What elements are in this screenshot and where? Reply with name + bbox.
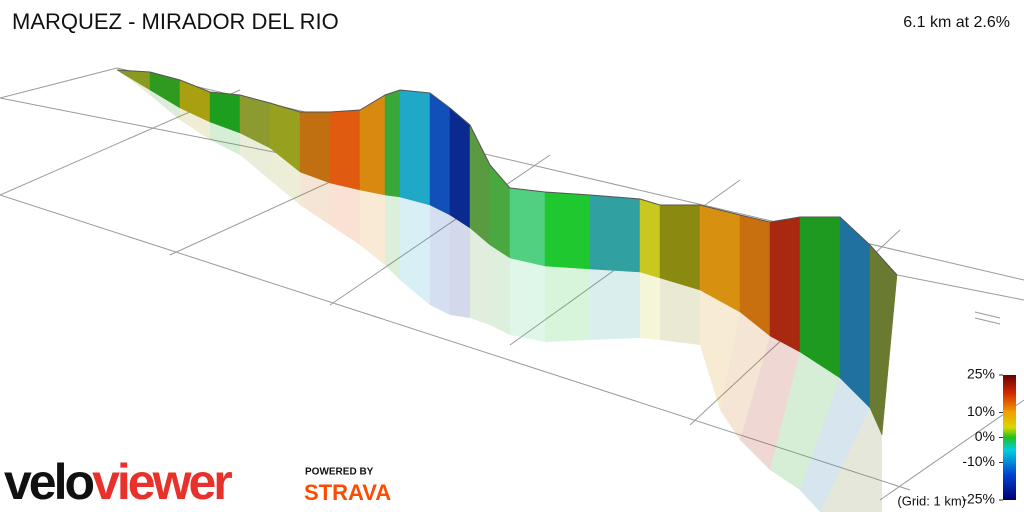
powered-by: POWERED BY — [305, 467, 374, 478]
shadow-strip — [400, 197, 430, 305]
wall-strip — [359, 94, 386, 196]
shadow-strip — [510, 258, 545, 342]
shadow-strip — [800, 378, 870, 512]
shadow-strip — [545, 266, 590, 342]
logo-velo: veloviewer — [4, 454, 232, 510]
shadow-strip — [590, 269, 640, 340]
wall-strip — [509, 187, 546, 267]
shadow-strip — [385, 195, 400, 280]
shadow-strip — [270, 148, 300, 205]
wall-strip — [659, 204, 701, 291]
wall-strip — [384, 89, 401, 198]
wall-strip — [329, 109, 361, 191]
title: MARQUEZ - MIRADOR DEL RIO — [12, 9, 339, 34]
wall-strip — [399, 89, 431, 206]
profile-shadow — [120, 72, 882, 512]
shadow-strip — [660, 278, 700, 345]
profile-wall — [116, 69, 898, 436]
shadow-strip — [240, 133, 270, 180]
logo-viewer-part: viewer — [92, 454, 232, 510]
colorbar-tick-label: -25% — [962, 491, 995, 507]
wall-strip — [544, 191, 591, 270]
brand-logo: veloviewer POWERED BY STRAVA — [4, 454, 391, 510]
grid-note: (Grid: 1 km) — [897, 493, 966, 508]
wall-strip — [869, 244, 898, 436]
shadow-strip — [120, 72, 150, 95]
shadow-strip — [770, 352, 840, 490]
shadow-strip — [180, 108, 210, 140]
shadow-strip — [330, 183, 360, 245]
shadow-strip — [700, 290, 740, 410]
shadow-strip — [490, 245, 510, 335]
wall-strip — [589, 194, 641, 273]
wall-strip — [299, 111, 331, 184]
wall-strip — [429, 92, 451, 216]
wall-strip — [449, 107, 471, 229]
shadow-strip — [720, 312, 770, 440]
shadow-strip — [640, 272, 660, 340]
colorbar-tick-label: -10% — [962, 453, 995, 469]
strava: STRAVA — [304, 480, 391, 505]
shadow-strip — [150, 90, 180, 120]
shadow-strip — [360, 190, 385, 265]
shadow-strip — [740, 336, 800, 470]
shadow-strip — [470, 228, 490, 325]
wall-strip — [799, 216, 841, 379]
colorbar — [1003, 375, 1016, 500]
colorbar-tick-label: 0% — [975, 428, 995, 444]
colorbar-tick-label: 10% — [967, 403, 995, 419]
colorbar-tick-label: 25% — [967, 366, 995, 382]
wall-strip — [639, 198, 661, 279]
shadow-strip — [820, 408, 882, 512]
shadow-strip — [430, 205, 450, 315]
logo-velo-part: velo — [4, 454, 94, 510]
shadow-strip — [450, 215, 470, 318]
shadow-strip — [300, 172, 330, 225]
wall-strip — [489, 164, 511, 259]
wall-strip — [839, 216, 871, 409]
wall-strip — [469, 124, 491, 246]
ridge-line — [116, 69, 898, 276]
summary: 6.1 km at 2.6% — [903, 14, 1010, 31]
wall-strip — [116, 69, 151, 91]
colorbar-ticks: 25% 10% 0% -10% -25% — [962, 366, 1003, 507]
wall-strip — [769, 216, 801, 353]
